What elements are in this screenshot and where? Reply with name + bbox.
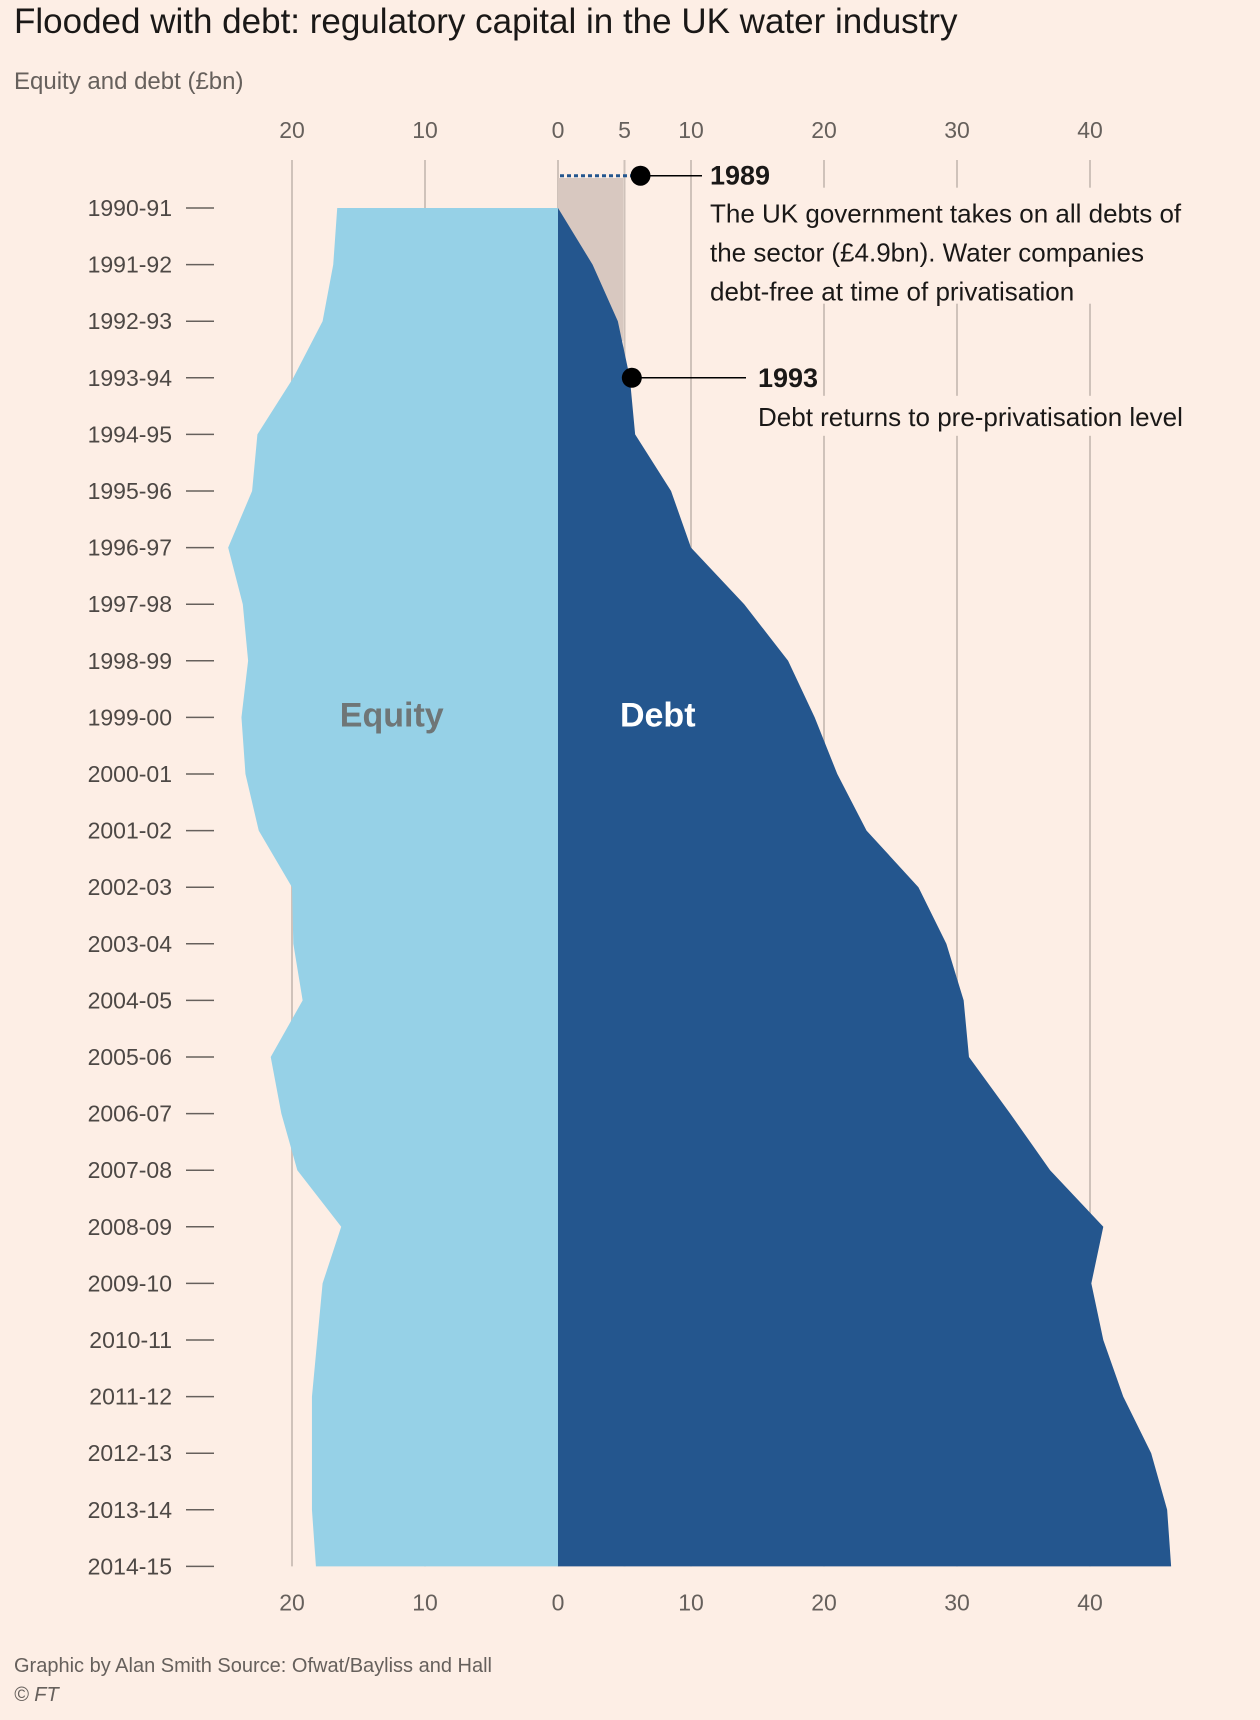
category-label: 2000-01 [88, 761, 172, 787]
equity-area [228, 208, 558, 1567]
debt-area [558, 208, 1172, 1567]
category-label: 2014-15 [88, 1553, 172, 1579]
top-tick-label: 20 [811, 117, 837, 143]
category-label: 2013-14 [88, 1497, 173, 1523]
bottom-tick-label: 0 [552, 1589, 565, 1615]
annotation-year: 1993 [758, 363, 818, 393]
category-label: 1990-91 [88, 195, 172, 221]
category-label: 1991-92 [88, 252, 172, 278]
category-label: 2012-13 [88, 1440, 172, 1466]
chart-title: Flooded with debt: regulatory capital in… [14, 2, 958, 41]
bottom-tick-label: 10 [678, 1589, 704, 1615]
annotation-text: The UK government takes on all debts of [710, 199, 1182, 229]
top-tick-label: 30 [944, 117, 970, 143]
footer-copyright: © FT [14, 1684, 59, 1706]
category-label: 1996-97 [88, 535, 172, 561]
annotation-text: Debt returns to pre-privatisation level [758, 402, 1183, 432]
chart-subtitle: Equity and debt (£bn) [14, 68, 244, 95]
bottom-tick-label: 20 [811, 1589, 837, 1615]
footer-credit: Graphic by Alan Smith Source: Ofwat/Bayl… [14, 1655, 492, 1677]
category-label: 1999-00 [88, 704, 172, 730]
debt-label: Debt [620, 696, 696, 734]
category-label: 2003-04 [88, 931, 173, 957]
category-label: 2007-08 [88, 1157, 172, 1183]
category-label: 2011-12 [89, 1384, 172, 1410]
top-tick-label: 40 [1077, 117, 1103, 143]
category-label: 1992-93 [88, 308, 172, 334]
top-tick-label: 5 [618, 117, 631, 143]
annotation-text: the sector (£4.9bn). Water companies [710, 238, 1144, 268]
chart-svg: Equity Debt 1990-911991-921992-931993-941… [87, 117, 1230, 1616]
bottom-tick-label: 40 [1077, 1589, 1103, 1615]
category-label: 1994-95 [88, 421, 172, 447]
annotation-background [700, 187, 1220, 304]
top-tick-label: 20 [279, 117, 305, 143]
annotation-text: debt-free at time of privatisation [710, 277, 1074, 307]
category-label: 2004-05 [88, 987, 172, 1013]
category-label: 1997-98 [88, 591, 172, 617]
areas: Equity Debt [228, 178, 1172, 1567]
category-label: 2006-07 [88, 1101, 172, 1127]
bottom-tick-label: 20 [279, 1589, 305, 1615]
category-label: 2008-09 [88, 1214, 172, 1240]
category-label: 1993-94 [88, 365, 173, 391]
top-tick-label: 10 [412, 117, 438, 143]
category-label: 2002-03 [88, 874, 172, 900]
annotation-point [621, 367, 642, 388]
equity-label: Equity [340, 696, 444, 734]
annotation-background [750, 395, 1230, 436]
category-label: 2001-02 [88, 818, 172, 844]
annotation-year: 1989 [710, 161, 770, 191]
annotations: 1989 The UK government takes on all debts… [560, 161, 1230, 436]
category-label: 2009-10 [88, 1270, 172, 1296]
top-tick-label: 10 [678, 117, 704, 143]
top-tick-label: 0 [552, 117, 565, 143]
category-label: 2005-06 [88, 1044, 172, 1070]
category-label: 2010-11 [89, 1327, 172, 1353]
category-label: 1995-96 [88, 478, 172, 504]
annotation-point [630, 165, 651, 186]
bottom-tick-label: 10 [412, 1589, 438, 1615]
bottom-tick-label: 30 [944, 1589, 970, 1615]
category-label: 1998-99 [88, 648, 172, 674]
axes: 1990-91 1991-92 1992-93 1993-94 1994-95 1995-… [88, 117, 1103, 1615]
